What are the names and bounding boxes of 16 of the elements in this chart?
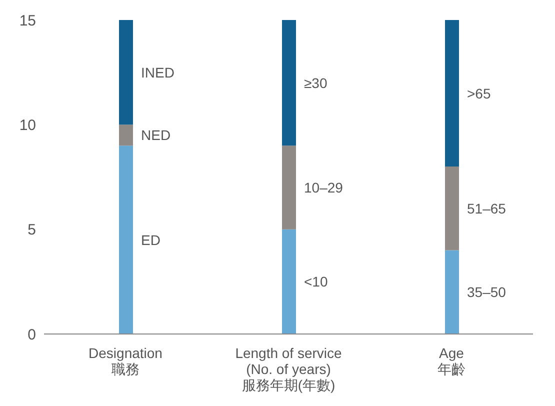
series-label: ≥30 <box>304 74 328 91</box>
series-label: ED <box>141 232 160 248</box>
y-tick-label: 0 <box>28 326 36 344</box>
x-tick-label: Length of service (No. of years) 服務年期(年數) <box>235 345 342 393</box>
series-label: <10 <box>304 274 328 290</box>
x-tick-label: Designation 職務 <box>88 345 162 377</box>
y-tick-label: 15 <box>19 12 36 30</box>
series-label: 35–50 <box>467 284 506 300</box>
series-label: NED <box>141 127 171 144</box>
x-tick-label: Age 年齡 <box>438 345 466 377</box>
series-label: INED <box>141 64 174 80</box>
y-tick-label: 5 <box>28 222 36 239</box>
series-label: 10–29 <box>304 179 344 196</box>
series-label: >65 <box>467 85 491 102</box>
y-tick-label: 10 <box>19 116 36 134</box>
series-label: 51–65 <box>467 200 506 216</box>
